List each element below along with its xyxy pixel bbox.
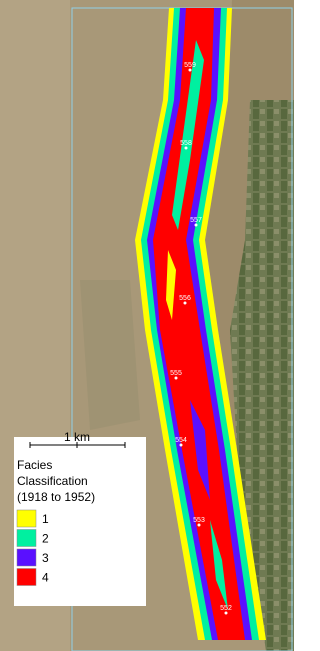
- river-mile-label: 552: [220, 605, 232, 612]
- facies-area: [210, 520, 228, 610]
- facies-area: [172, 40, 204, 230]
- river-mile-marker: [197, 523, 201, 527]
- river-mile-label: 555: [170, 370, 182, 377]
- legend-title: Classification: [17, 474, 88, 488]
- river-mile-marker: [188, 68, 192, 72]
- legend-title: Facies: [17, 458, 52, 472]
- legend-title: (1918 to 1952): [17, 490, 95, 504]
- legend-label: 1: [42, 512, 49, 526]
- river-mile-marker: [184, 146, 188, 150]
- river-mile-marker: [183, 301, 187, 305]
- river-mile-label: 558: [180, 140, 192, 147]
- river-mile-marker: [194, 223, 198, 227]
- river-mile-marker: [224, 611, 228, 615]
- facies-area: [166, 250, 176, 320]
- river-mile-marker: [179, 443, 183, 447]
- river-mile-label: 553: [193, 517, 205, 524]
- river-mile-label: 559: [184, 62, 196, 69]
- river-mile-label: 554: [175, 437, 187, 444]
- farmland: [230, 100, 294, 651]
- facies-area: [153, 8, 245, 640]
- legend-label: 3: [42, 551, 49, 565]
- legend-swatch: [16, 509, 37, 528]
- legend-swatch: [16, 568, 37, 586]
- river-facies: [135, 8, 266, 640]
- facies-area: [190, 400, 210, 500]
- legend-swatch: [16, 548, 37, 567]
- facility: [80, 280, 140, 430]
- river-miles: 559 558 557 556 555 554 553 552: [170, 62, 232, 615]
- legend-label: 2: [42, 532, 49, 546]
- river-mile-label: 556: [179, 295, 191, 302]
- legend: 1 km Facies Classification (1918 to 1952…: [14, 430, 146, 606]
- map: 559 558 557 556 555 554 553 552 1 km Facies Cla…: [0, 0, 294, 651]
- legend-swatch: [16, 529, 37, 547]
- legend-label: 4: [42, 571, 49, 585]
- scale-label: 1 km: [64, 430, 90, 444]
- river-mile-label: 557: [190, 217, 202, 224]
- river-mile-marker: [174, 376, 178, 380]
